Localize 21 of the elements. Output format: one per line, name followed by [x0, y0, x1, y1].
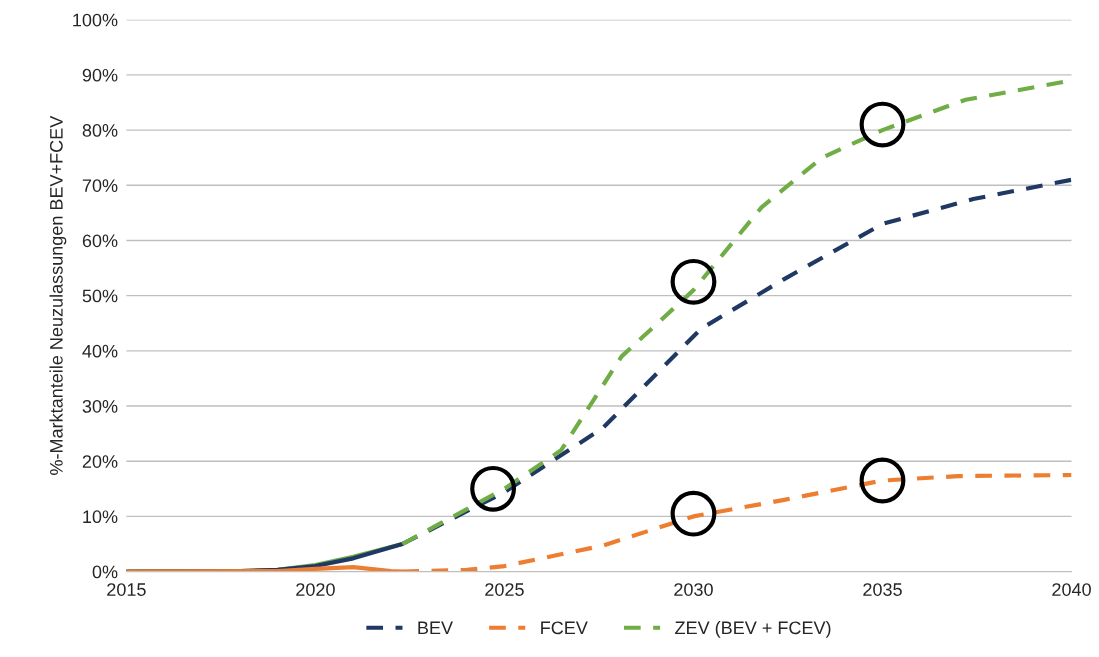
x-tick-label: 2015: [107, 583, 146, 596]
y-tick-label: 40%: [82, 344, 118, 358]
x-tick-label: 2035: [863, 583, 902, 596]
legend-label: ZEV (BEV + FCEV): [675, 620, 831, 638]
legend-label: BEV: [418, 621, 453, 635]
y-tick-label: 100%: [73, 13, 118, 27]
y-tick-label: 30%: [82, 399, 118, 413]
y-tick-label: 0%: [92, 565, 118, 579]
legend-label: FCEV: [541, 621, 588, 635]
x-tick-label: 2040: [1052, 583, 1091, 596]
y-tick-label: 60%: [82, 234, 118, 248]
y-tick-label: 10%: [83, 510, 118, 524]
y-tick-label: 50%: [82, 289, 118, 303]
x-tick-label: 2030: [674, 583, 713, 596]
y-tick-label: 70%: [82, 179, 118, 192]
y-tick-label: 20%: [82, 455, 118, 468]
x-tick-label: 2020: [296, 583, 335, 596]
y-tick-label: 80%: [82, 124, 118, 137]
y-axis-title: %-Marktanteile Neuzulassungen BEV+FCEV: [49, 115, 67, 475]
x-tick-label: 2025: [485, 583, 524, 596]
y-tick-label: 90%: [82, 68, 118, 82]
